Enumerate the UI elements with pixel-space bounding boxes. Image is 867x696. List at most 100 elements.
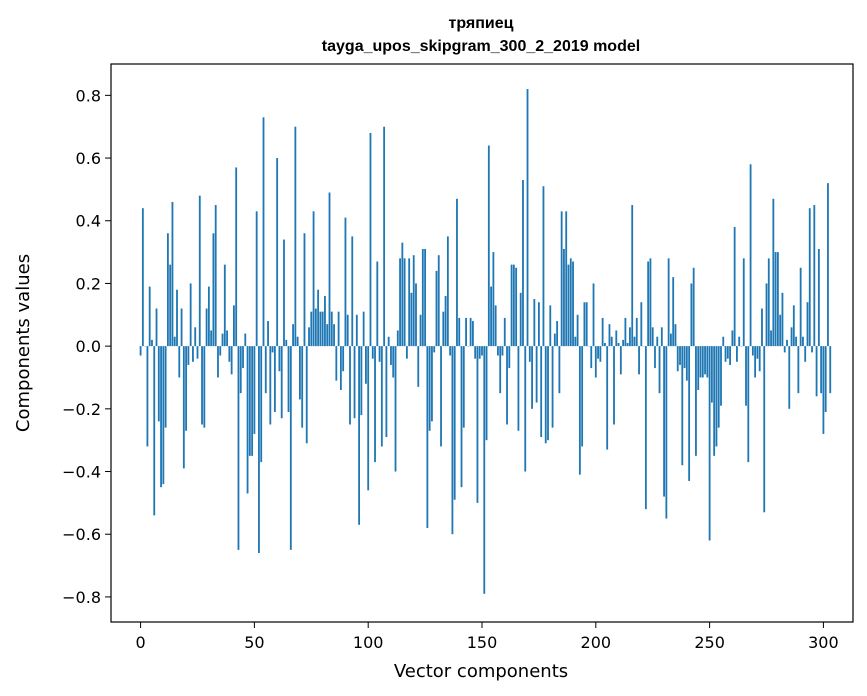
bar (160, 346, 162, 488)
bar (501, 346, 504, 356)
bar (273, 346, 276, 412)
bar (351, 236, 354, 347)
bar (802, 336, 804, 347)
bar (519, 292, 522, 347)
bar (747, 346, 750, 463)
bar (319, 311, 322, 347)
bar (442, 311, 445, 347)
bar (314, 308, 317, 347)
bar (217, 346, 219, 378)
bar (253, 346, 256, 434)
bar (708, 346, 711, 541)
bar (408, 258, 411, 347)
y-tick-label: 0.2 (76, 274, 101, 293)
bar (574, 336, 577, 347)
bar (205, 308, 208, 347)
bar (385, 346, 388, 438)
bar (355, 314, 358, 347)
bar (235, 167, 238, 347)
bar (786, 339, 788, 347)
bar (726, 346, 729, 359)
bar (774, 252, 777, 347)
bar (292, 324, 294, 347)
y-tick-label: 0.6 (76, 149, 101, 168)
bar (619, 346, 622, 375)
bar (649, 258, 652, 347)
bar (724, 346, 727, 362)
bar (522, 179, 524, 347)
bar (492, 252, 495, 347)
bar (226, 330, 228, 347)
bar (572, 261, 574, 347)
bar (763, 346, 766, 513)
bar (399, 258, 401, 347)
bar (264, 346, 267, 394)
bar (738, 336, 741, 347)
bar (437, 255, 440, 347)
y-axis-ticks: −0.8 −0.6 −0.4 −0.2 0.0 0.2 0.4 0.6 0.8 (62, 86, 111, 607)
bar (278, 346, 281, 372)
bar (626, 343, 629, 347)
bar (440, 346, 442, 447)
bar (510, 264, 513, 347)
bar (742, 258, 745, 347)
bar (528, 346, 531, 362)
bar (651, 327, 654, 347)
bar (549, 305, 552, 347)
bar (260, 346, 263, 463)
y-tick-label: −0.6 (62, 525, 101, 544)
bar (710, 346, 713, 403)
bar (781, 292, 784, 347)
bar (640, 302, 643, 347)
bar (667, 258, 670, 347)
bar (139, 346, 142, 356)
chart-title: тряпиец (449, 15, 514, 32)
bar (783, 346, 786, 353)
bar (337, 311, 340, 347)
y-tick-label: 0.0 (76, 337, 101, 356)
bar (829, 346, 832, 394)
bar (153, 346, 156, 516)
bar (660, 327, 663, 347)
bar (242, 346, 244, 369)
bar (271, 346, 274, 353)
bar (308, 327, 310, 347)
bar (692, 267, 695, 347)
bar (578, 346, 581, 475)
bar (817, 248, 820, 347)
bar (565, 211, 568, 347)
bar (219, 346, 222, 356)
bar (799, 267, 802, 347)
bar (362, 311, 365, 347)
bar (779, 314, 782, 347)
bar (433, 346, 436, 353)
bar (701, 346, 704, 378)
bar (583, 302, 586, 347)
bar (599, 346, 602, 362)
bar (221, 333, 224, 347)
bar (383, 126, 386, 347)
bar (194, 327, 197, 347)
bar (305, 346, 308, 444)
bar (515, 267, 518, 347)
x-tick-label: 50 (244, 633, 264, 652)
bar (647, 261, 650, 347)
bar (615, 330, 618, 347)
bar (683, 346, 686, 369)
bar (412, 255, 415, 347)
bar (629, 327, 631, 347)
bar (223, 264, 226, 347)
bar (369, 132, 372, 347)
bar (251, 346, 254, 456)
bar (166, 233, 169, 347)
bar (656, 336, 659, 347)
bar (638, 346, 640, 375)
x-tick-label: 250 (694, 633, 725, 652)
bar (299, 346, 301, 400)
bar (244, 333, 247, 347)
bar (804, 346, 807, 362)
bar (820, 346, 823, 394)
bar (262, 117, 265, 347)
bar (592, 283, 595, 347)
